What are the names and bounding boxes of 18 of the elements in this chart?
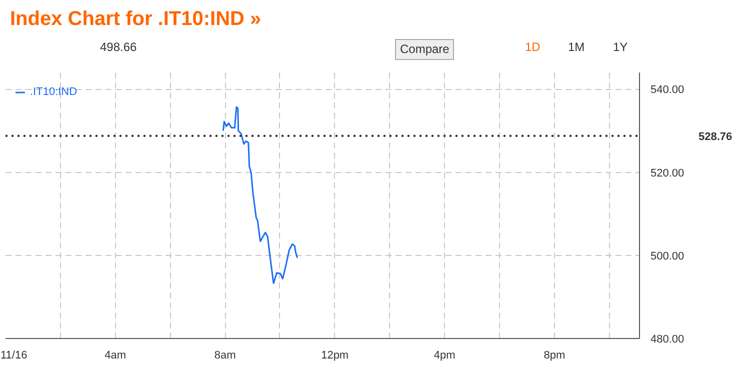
x-tick-label: 11/16 — [0, 350, 28, 362]
ref-line-label: 528.76 — [698, 130, 732, 143]
text: 1D — [525, 39, 540, 56]
chart-title: Index Chart for .IT10:IND » — [10, 7, 262, 32]
x-tick-label: 8am — [214, 350, 236, 362]
legend-label: .IT10:IND — [30, 86, 78, 98]
text: Compare — [395, 39, 454, 60]
y-tick-label: 540.00 — [650, 84, 684, 96]
y-tick-label: 480.00 — [650, 334, 684, 346]
text: 1M — [568, 39, 585, 56]
x-tick-label: 8pm — [544, 350, 566, 362]
y-tick-label: 520.00 — [650, 167, 684, 180]
y-tick-label: 500.00 — [650, 250, 684, 262]
text: 1Y — [613, 39, 628, 56]
x-tick-label: 4am — [104, 350, 126, 362]
text: 498.66 — [100, 39, 137, 56]
x-tick-label: 12pm — [321, 350, 349, 362]
x-tick-label: 4pm — [434, 350, 456, 362]
